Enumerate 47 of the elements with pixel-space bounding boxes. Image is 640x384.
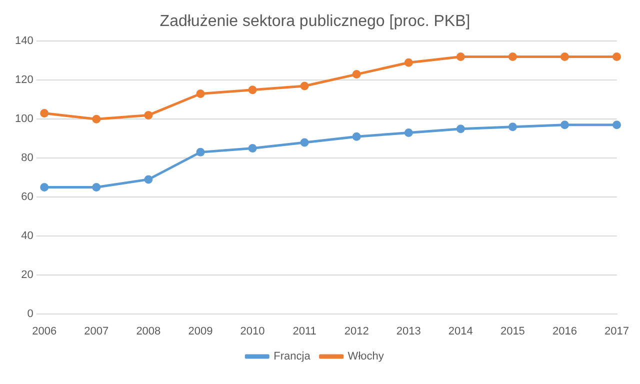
y-tick-label: 60 [21, 191, 34, 204]
point [560, 52, 569, 62]
point [196, 90, 205, 98]
point [300, 82, 309, 90]
point [508, 122, 517, 132]
legend-label: Francja [274, 350, 312, 363]
x-tick-label: 2014 [448, 325, 473, 338]
y-tick-label: 120 [14, 74, 34, 86]
point [92, 182, 101, 192]
point [404, 58, 413, 67]
point [352, 70, 361, 79]
x-tick-label: 2012 [344, 325, 369, 338]
x-tick-label: 2006 [32, 325, 57, 338]
point [508, 52, 517, 62]
y-tick-label: 100 [14, 113, 34, 126]
point [612, 120, 622, 130]
point [248, 86, 257, 94]
point [560, 120, 569, 130]
x-tick-label: 2009 [188, 325, 213, 338]
x-tick-label: 2008 [136, 325, 161, 338]
x-tick-label: 2015 [500, 325, 525, 338]
x-tick-label: 2017 [604, 325, 630, 338]
point [300, 138, 309, 147]
x-tick-label: 2013 [396, 325, 421, 338]
point [456, 52, 465, 62]
legend-label: Włochy [348, 350, 384, 363]
point [196, 148, 205, 156]
point [144, 175, 153, 184]
x-tick-label: 2007 [84, 325, 109, 338]
y-tick-label: 20 [21, 268, 34, 281]
x-tick-label: 2011 [292, 325, 316, 338]
point [248, 144, 257, 153]
y-tick-label: 140 [14, 35, 34, 48]
point [40, 108, 49, 118]
point [404, 128, 413, 137]
point [456, 124, 465, 134]
point [92, 114, 101, 124]
x-tick-label: 2010 [240, 325, 265, 338]
point [612, 52, 622, 62]
y-tick-label: 80 [21, 152, 34, 164]
point [352, 132, 361, 141]
y-tick-label: 40 [21, 230, 34, 242]
point [144, 110, 153, 120]
point [40, 182, 49, 192]
y-tick-label: 0 [27, 308, 34, 320]
chart-title: Zadłużenie sektora publicznego [proc. PKB] [160, 13, 470, 30]
x-tick-label: 2016 [552, 325, 577, 338]
